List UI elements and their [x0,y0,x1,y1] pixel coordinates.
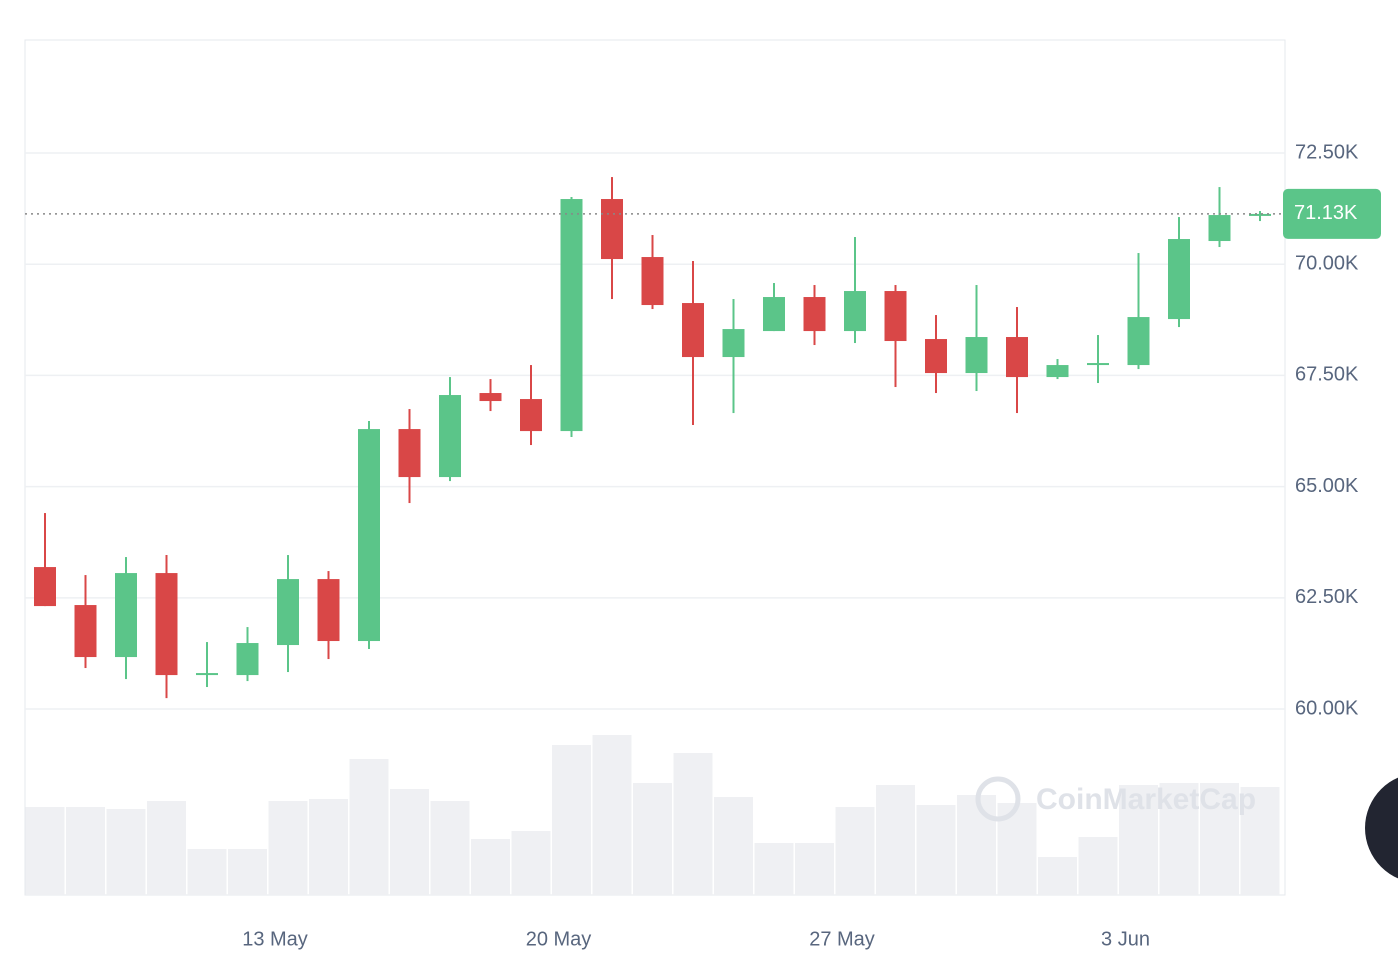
y-tick-label: 67.50K [1295,364,1359,386]
candle-body [965,337,988,374]
volume-bar [754,843,794,895]
y-tick-label: 60.00K [1295,697,1359,719]
y-tick-label: 72.50K [1295,141,1359,163]
candle-body [236,643,259,676]
candle-body [1249,213,1271,216]
candle-body [196,673,218,676]
candle-body [722,329,745,358]
candle-body [115,573,137,658]
volume-bar [268,801,308,895]
y-tick-label: 62.50K [1295,586,1359,608]
candle-body [1168,239,1190,320]
watermark-logo [975,776,1021,822]
candle-body [560,199,583,432]
candle-body [317,579,340,642]
volume-bar [147,801,186,895]
plot-frame [24,39,1286,896]
watermark: CoinMarketCap [1036,783,1256,816]
volume-bar [390,789,429,895]
volume-bar [552,745,591,895]
volume-bar [1200,783,1239,895]
volume-bar [66,807,105,895]
volume-bar [1078,837,1118,895]
x-tick-label: 13 May [242,928,308,950]
candle-body [641,257,664,306]
volume-bar [1119,785,1158,895]
candle-body [520,399,542,432]
scroll-button[interactable] [1365,773,1398,883]
candle-body [439,395,461,478]
candle-body [682,303,704,358]
volume-bar [228,849,267,895]
candle-body [398,429,421,478]
candle-body [763,297,785,332]
volume-bar [349,759,389,895]
volume-bar [1159,783,1199,895]
volume-bar [633,783,672,895]
candle-body [1046,365,1069,378]
x-tick-label: 20 May [526,928,592,950]
candle-body [803,297,826,332]
candle-body [601,199,623,260]
candle-body [1087,363,1109,366]
volume-bar [916,805,956,895]
volume-bar [714,797,753,895]
candle-body [884,291,907,342]
y-tick-label: 65.00K [1295,475,1359,497]
volume-bar [25,807,65,895]
x-tick-label: 27 May [809,928,875,950]
candle-body [1127,317,1150,366]
volume-bar [1038,857,1077,895]
candle-body [74,605,97,658]
candle-body [155,573,178,676]
volume-bar [430,801,470,895]
volume-bar [876,785,915,895]
volume-bar [835,807,875,895]
volume-bar [795,843,834,895]
volume-bar [957,795,996,895]
candle-body [844,291,866,332]
last-price-label: 71.13K [1294,202,1358,224]
last-price-box [1283,188,1381,239]
candle-body [34,567,56,607]
volume-bar [187,849,227,895]
volume-bar [309,799,348,895]
candle-body [925,339,947,374]
volume-bar [471,839,510,895]
volume-bar [673,753,713,895]
candle-body [1208,215,1231,242]
candle-body [479,393,502,402]
candle-body [277,579,299,646]
y-tick-label: 70.00K [1295,252,1359,274]
x-tick-label: 3 Jun [1101,928,1150,950]
candle-body [1006,337,1028,378]
volume-bar [1240,787,1280,895]
volume-bar [106,809,146,895]
volume-bar [511,831,551,895]
candle-body [358,429,380,642]
volume-bar [592,735,632,895]
